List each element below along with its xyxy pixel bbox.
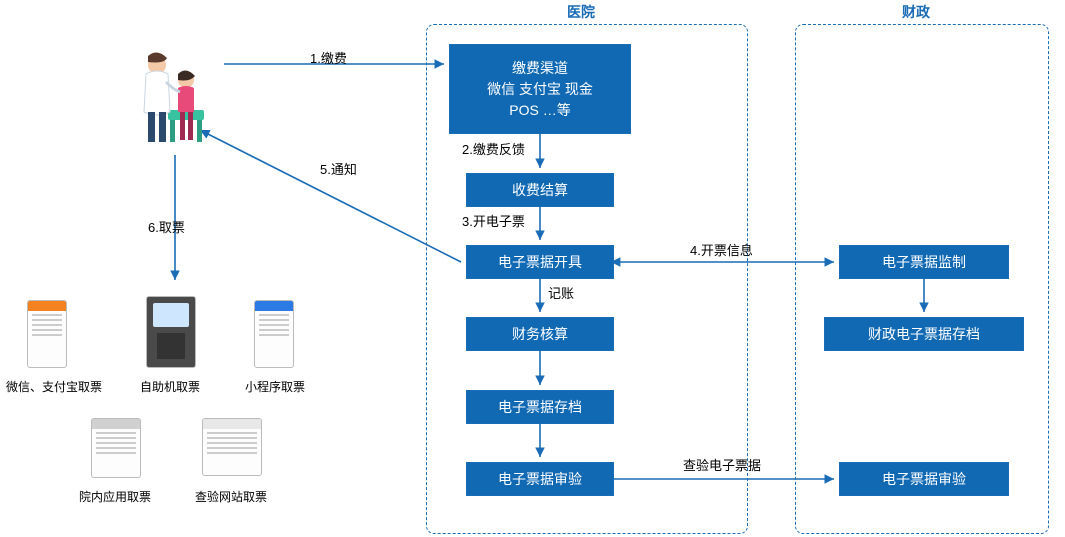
node-line: 电子票据审验	[498, 469, 582, 490]
node-line: 电子票据监制	[882, 252, 966, 273]
edge-label-e7: 记账	[548, 283, 574, 302]
region-title-hospital: 医院	[567, 2, 595, 22]
thumb-inhouse_app	[91, 418, 141, 478]
thumb-verify_site	[202, 418, 262, 476]
edge-label-e2: 2.缴费反馈	[462, 139, 525, 158]
region-title-finance: 财政	[902, 2, 930, 22]
node-line: 财政电子票据存档	[868, 324, 980, 345]
caption-inhouse_app: 院内应用取票	[79, 488, 151, 505]
edge-label-e4: 4.开票信息	[690, 240, 753, 259]
caption-miniapp: 小程序取票	[245, 378, 305, 395]
node-einv_audit: 电子票据审验	[466, 462, 614, 496]
node-line: 电子票据开具	[498, 252, 582, 273]
edge-label-e6: 6.取票	[148, 217, 185, 236]
edge-label-e5: 5.通知	[320, 159, 357, 178]
node-line: 缴费渠道	[512, 58, 568, 79]
thumb-wechat_alipay	[27, 300, 67, 368]
doctor-patient-illustration	[134, 50, 224, 145]
region-finance	[795, 24, 1049, 534]
node-line: 电子票据审验	[882, 469, 966, 490]
edge-e5	[200, 130, 461, 262]
thumb-miniapp	[254, 300, 294, 368]
caption-verify_site: 查验网站取票	[195, 488, 267, 505]
node-einv_archive: 电子票据存档	[466, 390, 614, 424]
node-line: 电子票据存档	[498, 397, 582, 418]
edge-label-e11: 查验电子票据	[683, 455, 761, 474]
node-issue_einv: 电子票据开具	[466, 245, 614, 279]
node-fiscal_archive: 财政电子票据存档	[824, 317, 1024, 351]
node-line: 收费结算	[512, 180, 568, 201]
caption-self_kiosk: 自助机取票	[140, 378, 200, 395]
node-einv_monitor: 电子票据监制	[839, 245, 1009, 279]
caption-wechat_alipay: 微信、支付宝取票	[6, 378, 102, 395]
node-line: 微信 支付宝 现金	[487, 79, 593, 100]
node-line: 财务核算	[512, 324, 568, 345]
edge-label-e1: 1.缴费	[310, 48, 347, 67]
node-pay_channel: 缴费渠道微信 支付宝 现金POS …等	[449, 44, 631, 134]
node-einv_audit_f: 电子票据审验	[839, 462, 1009, 496]
node-fee_settle: 收费结算	[466, 173, 614, 207]
node-line: POS …等	[509, 100, 570, 121]
node-fin_account: 财务核算	[466, 317, 614, 351]
edge-label-e3: 3.开电子票	[462, 211, 525, 230]
thumb-self_kiosk	[146, 296, 196, 368]
